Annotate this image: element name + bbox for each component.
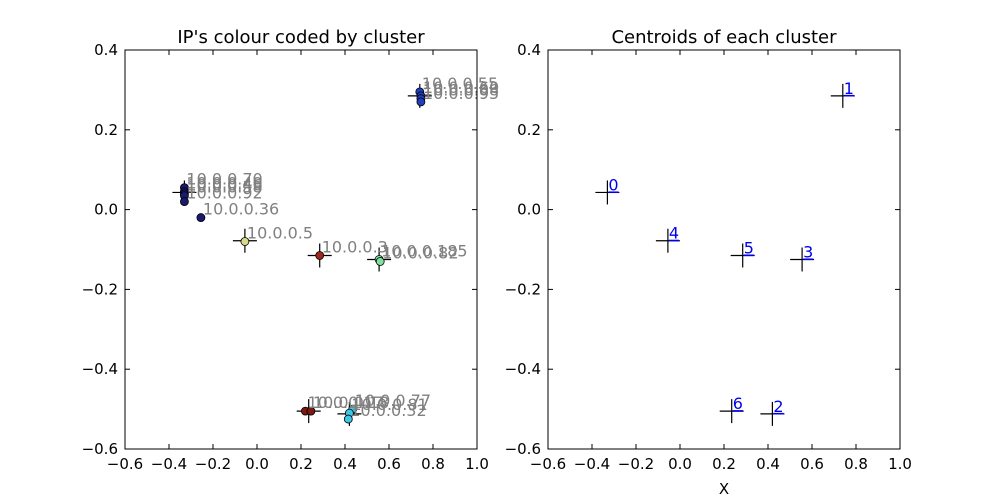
point-label: 10.0.0.82 xyxy=(382,243,458,262)
y-tick-label: −0.2 xyxy=(82,280,118,298)
centroid-label: 0 xyxy=(608,175,618,194)
left-chart-title: IP's colour coded by cluster xyxy=(177,27,425,48)
x-tick-label: 0.2 xyxy=(289,455,313,473)
x-tick-label: 0.0 xyxy=(668,455,692,473)
data-point xyxy=(179,197,189,207)
point-label: 10.0.0.185 xyxy=(381,241,468,260)
right-ticks: −0.6 −0.4 −0.2 0.0 0.2 0.4 0.6 0.8 1.0 −0.6 −0.4 −0… xyxy=(505,41,912,473)
point-label: 10.0.0.3 xyxy=(322,237,388,256)
x-tick-label: 1.0 xyxy=(465,455,489,473)
x-tick-label: −0.6 xyxy=(530,455,566,473)
x-tick-label: 0.8 xyxy=(421,455,445,473)
left-plot-frame xyxy=(124,49,478,450)
x-tick-label: 0.2 xyxy=(712,455,736,473)
x-tick-label: −0.2 xyxy=(618,455,654,473)
y-tick-label: −0.6 xyxy=(82,440,118,458)
point-label: 10.0.0.5 xyxy=(247,224,313,243)
centroid-label: 5 xyxy=(744,238,754,257)
centroid-label: 6 xyxy=(733,394,743,413)
left-points xyxy=(179,87,426,424)
point-label: 10.0.0.77 xyxy=(355,391,431,410)
point-label: 10.0.0.88 xyxy=(423,81,499,100)
centroid-label: 4 xyxy=(669,224,679,243)
y-tick-label: 0.4 xyxy=(94,41,118,59)
right-marks xyxy=(595,83,855,426)
data-point xyxy=(240,237,250,246)
right-labels: 0 1 2 3 4 5 6 xyxy=(608,79,854,416)
data-point xyxy=(315,251,325,260)
y-tick-label: 0.0 xyxy=(94,201,118,219)
x-tick-label: 0.6 xyxy=(800,455,824,473)
x-tick-label: −0.4 xyxy=(151,455,187,473)
point-label: 10.0.0.40 xyxy=(186,174,262,193)
x-tick-label: −0.4 xyxy=(574,455,610,473)
x-tick-label: 0.8 xyxy=(844,455,868,473)
centroid-label: 2 xyxy=(773,397,783,416)
left-ticks: −0.6 −0.4 −0.2 0.0 0.2 0.4 0.6 0.8 1.0 −0.6 −0.4 −0… xyxy=(82,41,489,473)
y-tick-label: 0.2 xyxy=(517,121,541,139)
point-label: 10.0.0.17 xyxy=(307,393,383,412)
y-tick-label: −0.2 xyxy=(505,280,541,298)
x-tick-label: −0.2 xyxy=(195,455,231,473)
centroid-label: 3 xyxy=(803,242,813,261)
y-tick-label: 0.4 xyxy=(517,41,541,59)
point-label: 10.0.0.70 xyxy=(186,170,262,189)
y-tick-label: −0.4 xyxy=(505,360,541,378)
point-label: 10.0.0.18 xyxy=(313,393,389,412)
data-point xyxy=(343,414,353,424)
point-label: 10.0.0.32 xyxy=(350,401,426,420)
x-tick-label: 0.6 xyxy=(377,455,401,473)
right-x-axis-label: X xyxy=(719,480,729,498)
right-panel: Centroids of each cluster −0.6 −0.4 −0.2 0.… xyxy=(505,27,912,498)
point-label: 10.0.0.36 xyxy=(203,200,279,219)
x-tick-label: −0.6 xyxy=(107,455,143,473)
point-label: 10.0.0.46 xyxy=(186,176,262,195)
data-point xyxy=(416,97,426,107)
y-tick-label: −0.4 xyxy=(82,360,118,378)
x-tick-label: 0.4 xyxy=(756,455,780,473)
point-label: 10.0.0.55 xyxy=(422,74,498,93)
point-label: 10.0.0.60 xyxy=(423,78,499,97)
centroid-label: 1 xyxy=(844,79,854,98)
left-panel: IP's colour coded by cluster −0.6 −0.4 −0.… xyxy=(82,27,500,473)
point-label: 10.0.0.95 xyxy=(423,84,499,103)
y-tick-label: −0.6 xyxy=(505,440,541,458)
right-plot-frame xyxy=(547,49,901,450)
y-tick-label: 0.0 xyxy=(517,201,541,219)
data-point xyxy=(196,213,206,222)
right-chart-title: Centroids of each cluster xyxy=(611,27,837,48)
data-point xyxy=(306,406,316,416)
x-tick-label: 0.0 xyxy=(245,455,269,473)
x-tick-label: 1.0 xyxy=(888,455,912,473)
data-point xyxy=(375,257,385,266)
point-label: 10.0.0.58 xyxy=(186,178,262,197)
point-label: 10.0.0.81 xyxy=(351,395,427,414)
y-tick-label: 0.2 xyxy=(94,121,118,139)
point-label: 10.0.0.92 xyxy=(186,184,262,203)
x-tick-label: 0.4 xyxy=(333,455,357,473)
